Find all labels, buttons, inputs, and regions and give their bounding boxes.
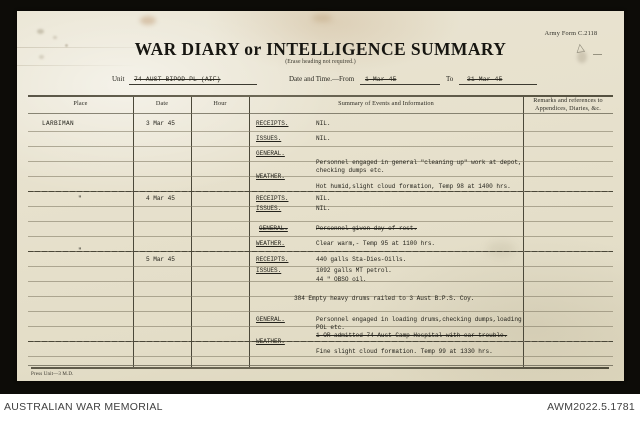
column-divider [523,97,524,367]
unit-label: Unit [112,75,125,83]
rule [28,356,613,357]
column-header-date: Date [155,100,169,107]
rule [28,266,613,267]
paper-stain [37,29,44,34]
entry-keyword: ISSUES. [256,135,282,142]
entry-text: NIL. [316,205,331,212]
entry-text: 44 " OBSO oil. [316,276,367,283]
entry-place: LARBIMAN [42,120,75,127]
watermark-institution: AUSTRALIAN WAR MEMORIAL [4,401,163,413]
unit-value: 74 AUST BIPOD PL (AIF) [134,76,221,83]
entry-keyword: RECEIPTS. [256,120,289,127]
handwritten-dash [593,54,602,55]
column-header-summary: Summary of Events and Information [338,100,434,107]
press-unit-footer: Press Unit—3 M.D. [31,372,74,377]
entry-text: Hot humid,slight cloud formation, Temp 9… [316,183,511,190]
entry-text: 1092 galls MT petrol. [316,267,392,274]
entry-keyword: GENERAL. [259,225,288,232]
rule [28,281,613,282]
rule [28,146,613,147]
date-to-value: 31 Mar 45 [467,76,503,83]
entry-text: NIL. [316,120,331,127]
remarks-line-1: Remarks and references to [533,97,603,104]
date-time-label: Date and Time.—From [289,75,355,83]
rule [28,176,613,177]
rule [28,206,613,207]
entry-text: 440 galls Sta-Dies-Oills. [316,256,407,263]
entry-keyword: ISSUES. [256,267,282,274]
entry-keyword: WEATHER. [256,173,285,180]
entry-keyword: WEATHER. [256,240,285,247]
column-divider [249,97,250,367]
entry-date: 4 Mar 45 [146,195,175,202]
scanned-page-background: Army Form C.2118 △ WAR DIARY or INTELLIG… [0,0,640,394]
entry-text: Personnel engaged in general "cleaning u… [316,159,522,166]
entry-keyword: RECEIPTS. [256,256,289,263]
entry-keyword: RECEIPTS. [256,195,289,202]
war-diary-table: Place Date Hour Summary of Events and In… [28,95,613,367]
entry-keyword: GENERAL. [256,150,285,157]
rule [28,221,613,222]
paper-crease [17,65,137,66]
page-title: WAR DIARY or INTELLIGENCE SUMMARY [134,39,507,59]
table-bottom-border [28,365,613,366]
table-top-border [28,95,613,97]
entry-text: Personnel given day of rest. [316,225,417,232]
entry-text: Clear warm,- Temp 95 at 1100 hrs. [316,240,436,247]
watermark-accession: AWM2022.5.1781 [547,401,635,413]
date-from-value: 1 Mar 45 [365,76,397,83]
entry-text: Fine slight cloud formation. Temp 99 at … [316,348,493,355]
column-header-place: Place [73,100,88,107]
army-form-number: Army Form C.2118 [544,30,598,37]
diary-form-page: Army Form C.2118 △ WAR DIARY or INTELLIG… [17,11,624,381]
rule [28,131,613,132]
entry-text: 384 Empty heavy drums railed to 3 Aust B… [294,295,475,302]
rule [28,311,613,312]
entry-separator [28,251,613,252]
page-subtitle: (Erase heading not required.) [285,59,356,65]
entry-text: NIL. [316,135,331,142]
column-divider [133,97,134,367]
page-bottom-rule [31,367,609,369]
paper-crease [17,47,177,48]
header-separator [28,113,613,114]
rule [28,326,613,327]
date-to-rule [459,84,537,85]
rule [28,161,613,162]
paper-stain [140,16,156,25]
column-divider [191,97,192,367]
unit-and-date-line: Unit 74 AUST BIPOD PL (AIF) Date and Tim… [112,74,537,88]
rule [28,296,613,297]
entry-text: Personnel engaged in loading drums,check… [316,316,522,323]
entry-text: checking dumps etc. [316,167,385,174]
column-header-hour: Hour [213,100,227,107]
entry-separator [28,341,613,342]
paper-stain [312,14,332,22]
entry-text: NIL. [316,195,331,202]
column-header-remarks: Remarks and references to Appendices, Di… [523,97,613,113]
rule [28,236,613,237]
entry-date: 3 Mar 45 [146,120,175,127]
watermark-strip [0,394,640,422]
entry-text: 1 OR admitted 74 Aust Camp Hospital with… [316,332,508,339]
to-label: To [446,75,454,83]
entry-text: POL etc. [316,324,345,331]
entry-place: " [78,195,83,202]
entry-date: 5 Mar 45 [146,256,175,263]
date-from-rule [360,84,440,85]
unit-rule [129,84,257,85]
entry-separator [28,191,613,192]
entry-keyword: ISSUES. [256,205,282,212]
entry-keyword: GENERAL. [256,316,285,323]
entry-keyword: WEATHER. [256,338,285,345]
remarks-line-2: Appendices, Diaries, &c. [535,104,601,112]
entry-place: " [78,247,83,254]
